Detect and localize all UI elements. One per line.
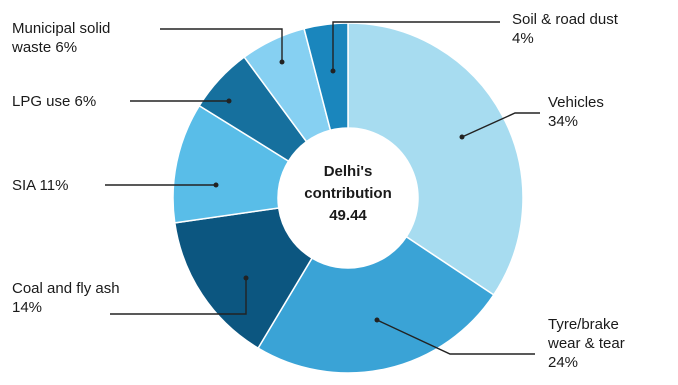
slice-label-municipal-solid-waste: Municipal solid waste 6% xyxy=(11,20,110,56)
center-label: Delhi's contribution 49.44 xyxy=(304,163,391,224)
leader-line-vehicles xyxy=(461,112,540,138)
center-label-line-1: Delhi's xyxy=(324,163,373,180)
leader-dot-sia xyxy=(213,182,219,188)
slice-label-line: Coal and fly ash xyxy=(12,280,120,297)
slice-label-line: 34% xyxy=(548,113,578,130)
slice-label-vehicles: Vehicles 34% xyxy=(548,94,604,130)
slice-vehicles xyxy=(347,22,524,296)
slice-label-sia: SIA 11% xyxy=(12,177,68,194)
slice-tyre-brake-wear-tear xyxy=(257,235,495,374)
slice-label-line: Municipal solid xyxy=(12,20,110,37)
leader-lines-layer xyxy=(105,21,540,355)
leader-line-municipal-solid-waste xyxy=(160,28,283,62)
slice-label-line: LPG use 6% xyxy=(12,93,96,110)
slice-label-line: waste 6% xyxy=(11,39,77,56)
leader-line-coal-and-fly-ash xyxy=(110,278,247,315)
slice-label-line: Vehicles xyxy=(548,94,604,111)
slice-label-tyre-brake-wear-tear: Tyre/brake wear & tear 24% xyxy=(547,316,625,371)
slice-label-line: Tyre/brake xyxy=(548,316,619,333)
slice-soil-road-dust xyxy=(303,22,349,132)
center-label-line-2: contribution xyxy=(304,185,391,202)
leader-dot-municipal-solid-waste xyxy=(279,59,285,65)
slice-label-line: 24% xyxy=(548,354,578,371)
slice-labels-layer: Vehicles 34% Tyre/brake wear & tear 24% Coal … xyxy=(11,11,625,371)
slice-label-coal-and-fly-ash: Coal and fly ash 14% xyxy=(12,280,120,316)
slice-label-line: Soil & road dust xyxy=(512,11,619,28)
leader-line-tyre-brake-wear-tear xyxy=(376,319,535,355)
slice-coal-and-fly-ash xyxy=(173,207,314,350)
slice-label-soil-road-dust: Soil & road dust 4% xyxy=(512,11,619,47)
leader-dot-lpg-use xyxy=(226,98,232,104)
slice-label-line: 4% xyxy=(512,30,534,47)
center-label-line-3: 49.44 xyxy=(329,207,367,224)
slice-label-line: 14% xyxy=(12,299,42,316)
leader-dot-tyre-brake-wear-tear xyxy=(374,317,380,323)
leader-dot-vehicles xyxy=(459,134,465,140)
leader-dot-coal-and-fly-ash xyxy=(243,275,249,281)
leader-dot-soil-road-dust xyxy=(330,68,336,74)
slices-layer xyxy=(172,22,524,374)
leader-line-soil-road-dust xyxy=(332,21,500,71)
slice-label-line: SIA 11% xyxy=(12,177,68,194)
slice-label-line: wear & tear xyxy=(547,335,625,352)
slice-label-lpg-use: LPG use 6% xyxy=(12,93,96,110)
